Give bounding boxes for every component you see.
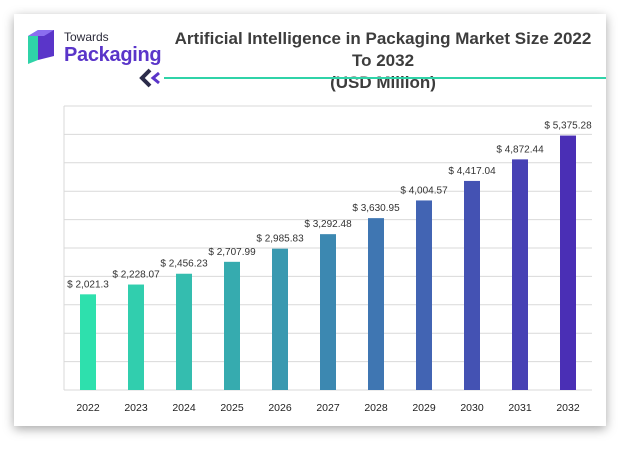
x-tick-label-2028: 2028 bbox=[364, 402, 388, 414]
chart-title-line-1: Artificial Intelligence in Packaging Mar… bbox=[174, 29, 592, 70]
x-tick-label-2029: 2029 bbox=[412, 402, 436, 414]
data-label-2027: $ 3,292.48 bbox=[304, 219, 352, 230]
data-label-2028: $ 3,630.95 bbox=[352, 203, 400, 214]
bar-2031 bbox=[512, 159, 528, 390]
x-tick-label-2025: 2025 bbox=[220, 402, 244, 414]
x-tick-label-2027: 2027 bbox=[316, 402, 340, 414]
x-tick-label-2023: 2023 bbox=[124, 402, 148, 414]
data-label-2032: $ 5,375.28 bbox=[544, 121, 592, 132]
chart-title: Artificial Intelligence in Packaging Mar… bbox=[164, 28, 602, 94]
x-tick-label-2022: 2022 bbox=[76, 402, 100, 414]
bar-2023 bbox=[128, 284, 144, 390]
data-label-2031: $ 4,872.44 bbox=[496, 144, 544, 155]
data-label-2023: $ 2,228.07 bbox=[112, 270, 160, 281]
logo-text-packaging: Packaging bbox=[64, 44, 162, 66]
towards-packaging-logo: Towards Packaging bbox=[24, 22, 162, 72]
bar-2027 bbox=[320, 234, 336, 390]
x-tick-label-2024: 2024 bbox=[172, 402, 196, 414]
bar-2030 bbox=[464, 180, 480, 390]
bar-2032 bbox=[560, 135, 576, 390]
bar-2026 bbox=[272, 248, 288, 390]
data-label-2030: $ 4,417.04 bbox=[448, 166, 496, 177]
x-tick-label-2031: 2031 bbox=[508, 402, 532, 414]
chevron-left-icon bbox=[139, 68, 152, 88]
x-tick-label-2030: 2030 bbox=[460, 402, 484, 414]
data-label-2026: $ 2,985.83 bbox=[256, 234, 304, 245]
chevron-small-icon bbox=[150, 71, 160, 85]
bar-2025 bbox=[224, 261, 240, 390]
bar-2024 bbox=[176, 273, 192, 390]
data-label-2024: $ 2,456.23 bbox=[160, 259, 208, 270]
bar-2022 bbox=[80, 294, 96, 390]
bar-chart: $ 2,021.3 2022 $ 2,228.07 2023 $ 2,456.23 202… bbox=[63, 68, 606, 414]
x-tick-label-2026: 2026 bbox=[268, 402, 292, 414]
logo-text-towards: Towards bbox=[64, 30, 109, 44]
chart-card: Towards Packaging Artificial Intelligenc… bbox=[14, 14, 606, 426]
data-label-2025: $ 2,707.99 bbox=[208, 247, 256, 258]
data-label-2022: $ 2,021.3 bbox=[67, 279, 109, 290]
bar-2029 bbox=[416, 200, 432, 390]
x-tick-label-2032: 2032 bbox=[556, 402, 580, 414]
bar-2028 bbox=[368, 218, 384, 390]
data-label-2029: $ 4,004.57 bbox=[400, 185, 448, 196]
logo-cube-icon bbox=[28, 30, 54, 64]
